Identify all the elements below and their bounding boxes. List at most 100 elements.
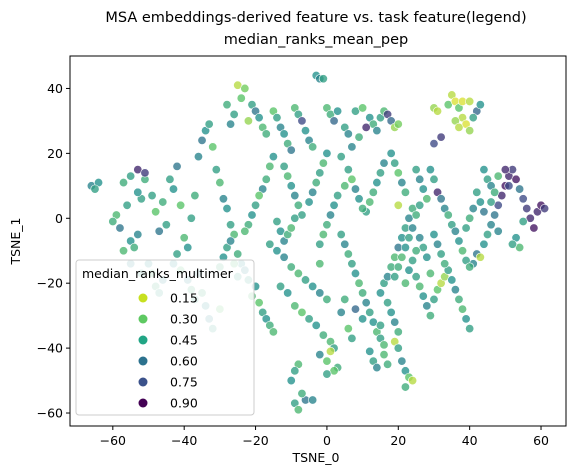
data-point	[286, 223, 296, 233]
data-point	[261, 129, 271, 139]
x-tick-label: 0	[323, 433, 331, 448]
data-point	[226, 236, 236, 246]
data-point	[308, 142, 318, 152]
data-point	[315, 288, 325, 298]
data-point	[333, 106, 343, 116]
data-point	[400, 242, 410, 252]
y-tick-label: −20	[37, 276, 63, 291]
data-point	[397, 356, 407, 366]
data-point	[393, 327, 403, 337]
data-point	[475, 252, 485, 262]
data-point	[436, 194, 446, 204]
x-tick-label: 20	[390, 433, 406, 448]
data-point	[393, 168, 403, 178]
data-point	[383, 298, 393, 308]
data-point	[479, 207, 489, 217]
legend-box	[75, 259, 255, 416]
legend-label: 0.30	[170, 312, 198, 327]
data-point	[318, 330, 328, 340]
data-point	[372, 363, 382, 373]
data-point	[375, 288, 385, 298]
data-point	[447, 275, 457, 285]
data-point	[318, 74, 328, 84]
data-point	[436, 132, 446, 142]
data-point	[454, 122, 464, 132]
data-point	[418, 291, 428, 301]
data-point	[297, 389, 307, 399]
data-point	[336, 230, 346, 240]
legend-marker	[138, 377, 148, 387]
data-point	[286, 145, 296, 155]
data-point	[422, 194, 432, 204]
data-point	[343, 249, 353, 259]
data-point	[265, 161, 275, 171]
data-point	[290, 301, 300, 311]
data-point	[425, 268, 435, 278]
data-point	[482, 230, 492, 240]
data-point	[268, 152, 278, 162]
chart-title: MSA embeddings-derived feature vs. task …	[105, 10, 526, 26]
data-point	[240, 226, 250, 236]
data-point	[411, 165, 421, 175]
data-point	[347, 174, 357, 184]
data-point	[215, 178, 225, 188]
legend-marker	[138, 398, 148, 408]
data-point	[315, 168, 325, 178]
data-point	[400, 187, 410, 197]
legend-marker	[138, 335, 148, 345]
data-point	[279, 252, 289, 262]
data-point	[365, 307, 375, 317]
data-point	[465, 213, 475, 223]
data-point	[190, 191, 200, 201]
data-point	[493, 226, 503, 236]
data-point	[350, 304, 360, 314]
data-point	[504, 181, 514, 191]
data-point	[461, 223, 471, 233]
data-point	[493, 171, 503, 181]
data-point	[322, 369, 332, 379]
data-point	[375, 320, 385, 330]
data-point	[390, 158, 400, 168]
data-point	[325, 346, 335, 356]
data-point	[390, 272, 400, 282]
data-point	[458, 246, 468, 256]
data-point	[222, 100, 232, 110]
data-point	[518, 194, 528, 204]
data-point	[126, 171, 136, 181]
data-point	[333, 191, 343, 201]
data-point	[301, 126, 311, 136]
data-point	[461, 314, 471, 324]
data-point	[486, 220, 496, 230]
data-point	[90, 184, 100, 194]
legend-label: 0.15	[170, 291, 198, 306]
data-point	[415, 233, 425, 243]
data-point	[386, 307, 396, 317]
data-point	[329, 116, 339, 126]
data-point	[286, 181, 296, 191]
data-point	[383, 359, 393, 369]
data-point	[297, 116, 307, 126]
data-point	[375, 168, 385, 178]
data-point	[272, 217, 282, 227]
data-point	[133, 230, 143, 240]
data-point	[408, 255, 418, 265]
data-point	[183, 242, 193, 252]
legend: median_ranks_multimer 0.15 0.30 0.45 0.60 0.…	[75, 259, 255, 416]
data-point	[211, 165, 221, 175]
data-point	[354, 194, 364, 204]
data-point	[408, 223, 418, 233]
data-point	[172, 161, 182, 171]
y-tick-label: −40	[37, 341, 63, 356]
legend-label: 0.60	[170, 354, 198, 369]
data-point	[301, 275, 311, 285]
data-point	[386, 148, 396, 158]
data-point	[404, 265, 414, 275]
data-point	[358, 288, 368, 298]
data-point	[340, 294, 350, 304]
data-point	[415, 174, 425, 184]
data-point	[365, 197, 375, 207]
data-point	[272, 246, 282, 256]
data-point	[279, 129, 289, 139]
chart-subtitle: median_ranks_mean_pep	[224, 32, 409, 48]
legend-label: 0.90	[170, 396, 198, 411]
